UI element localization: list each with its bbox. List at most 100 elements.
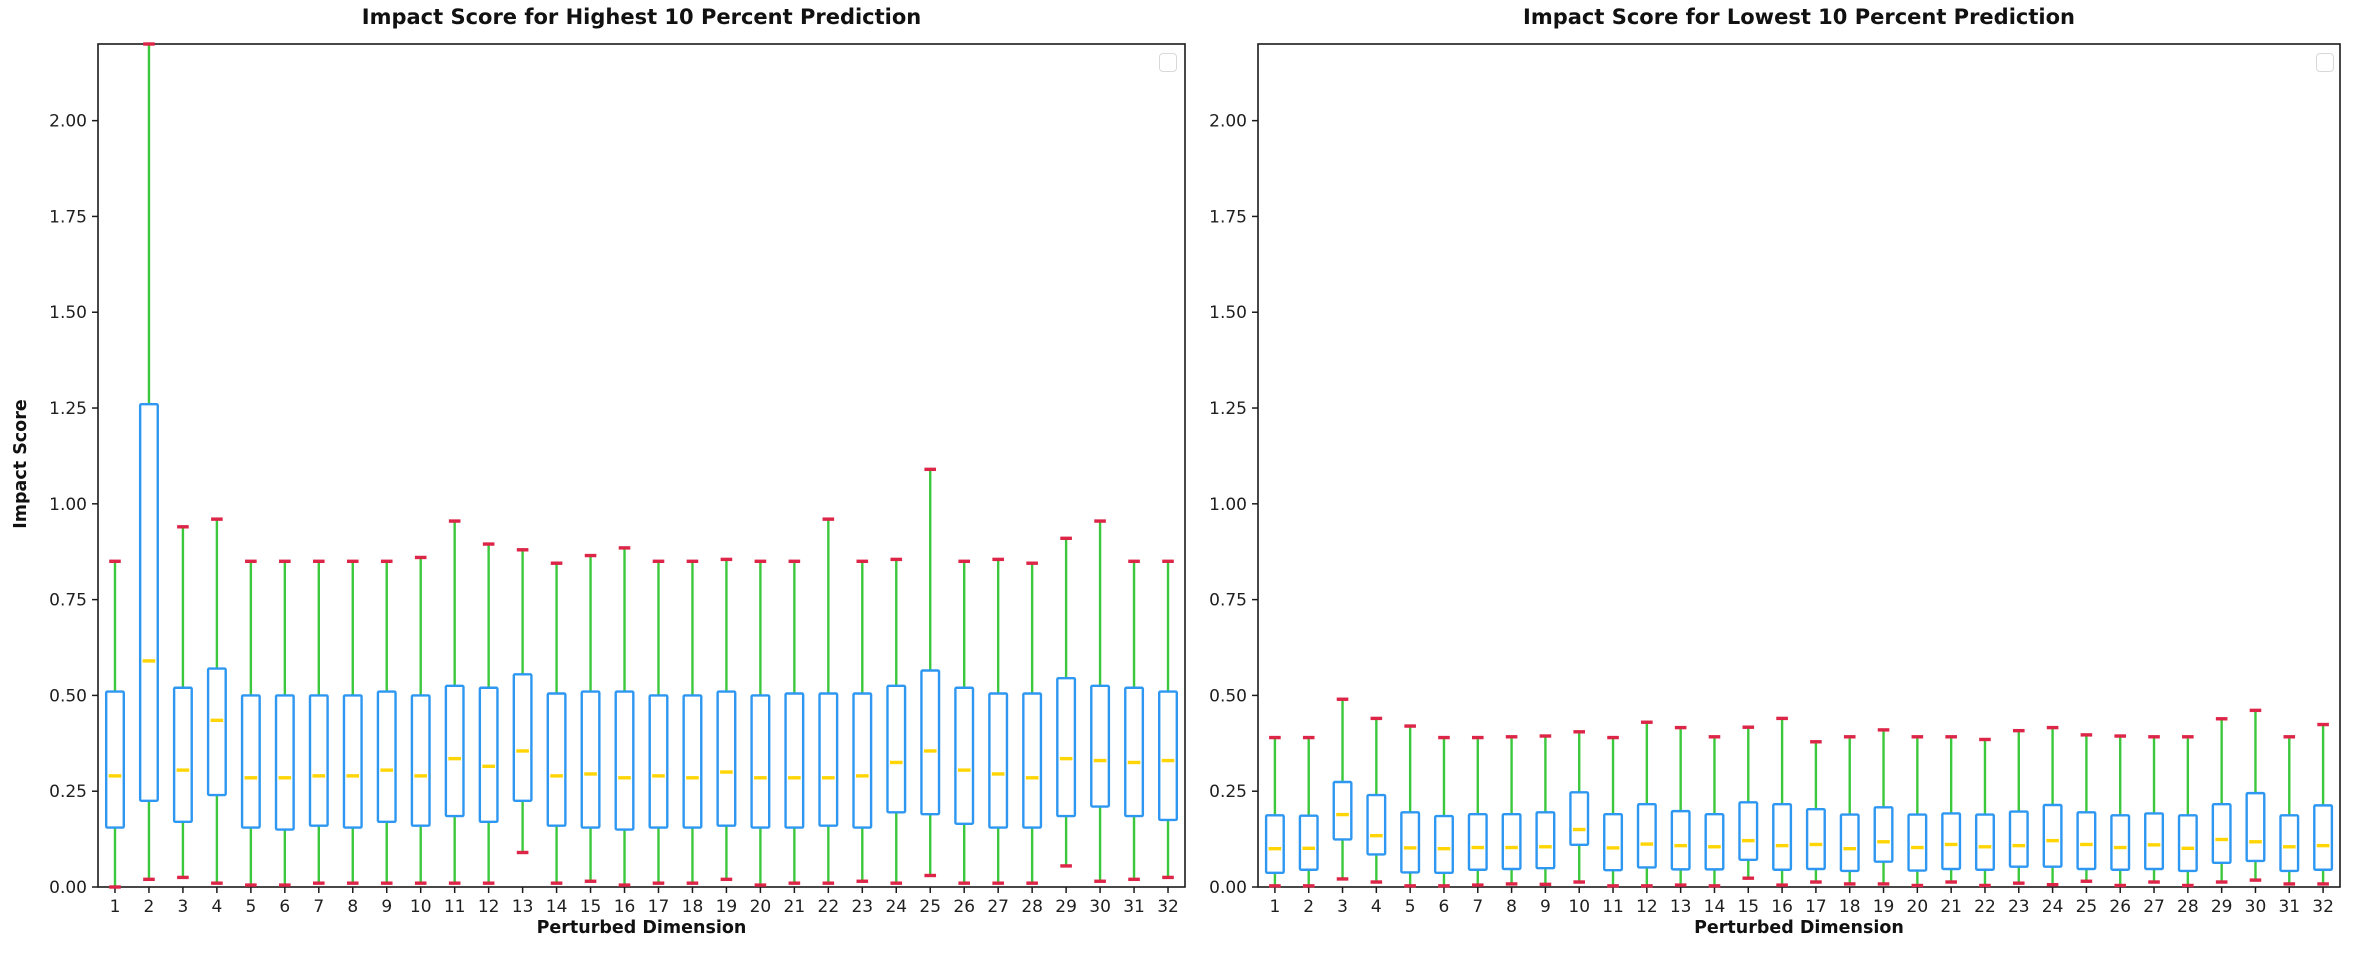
iqr-box: [342, 694, 363, 829]
x-tick-label: 16: [1771, 897, 1793, 917]
y-tick-label: 1.00: [1209, 495, 1247, 515]
y-tick-label: 2.00: [1209, 112, 1247, 132]
iqr-box: [1124, 686, 1145, 818]
y-tick-label: 1.50: [1209, 303, 1247, 323]
iqr-box: [818, 692, 839, 827]
x-tick-label: 11: [444, 897, 466, 917]
x-tick-label: 4: [211, 897, 222, 917]
x-tick-label: 7: [1472, 897, 1483, 917]
x-tick-label: 13: [1670, 897, 1692, 917]
box-dim-2: [138, 42, 159, 882]
x-tick-label: 12: [1636, 897, 1658, 917]
box-dim-12: [1636, 720, 1657, 888]
box-dim-25: [920, 467, 941, 878]
y-axis-ticks: 0.00 0.25 0.50 0.75 1.00 1.25 1.50 1.75 2.00: [1209, 112, 1258, 898]
box-dim-31: [2279, 735, 2300, 886]
x-tick-label: 15: [580, 897, 602, 917]
y-tick-label: 1.25: [1209, 399, 1247, 419]
iqr-box: [1941, 812, 1962, 871]
x-tick-label: 3: [1337, 897, 1348, 917]
iqr-box: [852, 692, 873, 829]
x-tick-label: 3: [178, 897, 189, 917]
x-tick-label: 25: [919, 897, 941, 917]
iqr-box: [546, 692, 567, 827]
box-dim-19: [1873, 728, 1894, 886]
box-dim-19: [716, 557, 737, 882]
box-dim-13: [512, 548, 533, 855]
box-dim-24: [886, 557, 907, 885]
iqr-box: [2110, 814, 2131, 871]
box-dim-13: [1670, 725, 1691, 887]
box-dim-2: [1298, 735, 1319, 888]
box-dim-12: [478, 542, 499, 885]
x-tick-label: 17: [648, 897, 670, 917]
box-dim-17: [648, 559, 669, 885]
x-tick-label: 22: [818, 897, 840, 917]
iqr-box: [1974, 813, 1995, 871]
box-dim-24: [2042, 725, 2063, 887]
box-dim-30: [1090, 519, 1111, 883]
y-tick-label: 1.50: [49, 303, 87, 323]
x-tick-label: 8: [1506, 897, 1517, 917]
y-axis-ticks: 0.00 0.25 0.50 0.75 1.00 1.25 1.50 1.75 2.00: [49, 112, 98, 898]
x-tick-label: 32: [2312, 897, 2334, 917]
box-dim-11: [1603, 735, 1624, 888]
plot-frame: [1257, 43, 2341, 888]
iqr-box: [172, 686, 193, 824]
x-tick-label: 29: [2211, 897, 2233, 917]
y-tick-label: 2.00: [49, 112, 87, 132]
x-tick-label: 19: [716, 897, 738, 917]
iqr-box: [1636, 803, 1657, 869]
box-dim-9: [1535, 734, 1556, 887]
x-tick-label: 24: [2042, 897, 2064, 917]
iqr-box: [1022, 692, 1043, 829]
x-tick-label: 19: [1873, 897, 1895, 917]
x-tick-label: 20: [1907, 897, 1929, 917]
box-dim-21: [784, 559, 805, 885]
x-tick-label: 9: [381, 897, 392, 917]
iqr-box: [1704, 812, 1725, 871]
x-tick-label: 24: [885, 897, 907, 917]
x-tick-label: 28: [1021, 897, 1043, 917]
x-tick-label: 15: [1737, 897, 1759, 917]
x-tick-label: 23: [851, 897, 873, 917]
y-tick-label: 0.00: [1209, 878, 1247, 898]
box-dim-5: [240, 559, 261, 887]
box-dim-16: [614, 546, 635, 887]
x-tick-label: 5: [1405, 897, 1416, 917]
x-tick-label: 2: [1303, 897, 1314, 917]
box-dim-6: [1433, 735, 1454, 888]
box-dim-27: [2144, 735, 2165, 884]
y-tick-label: 0.25: [1209, 782, 1247, 802]
box-dim-20: [750, 559, 771, 887]
box-dim-1: [104, 559, 125, 889]
y-tick-label: 0.75: [49, 591, 87, 611]
iqr-box: [716, 690, 737, 827]
box-dim-14: [1704, 735, 1725, 888]
right-legend-box: [2316, 53, 2334, 72]
iqr-box: [138, 402, 159, 802]
left-legend-box: [1159, 53, 1177, 72]
y-tick-label: 0.50: [1209, 686, 1247, 706]
iqr-box: [478, 686, 499, 824]
box-dim-15: [580, 553, 601, 883]
box-dim-9: [376, 559, 397, 885]
iqr-box: [376, 690, 397, 824]
box-dim-14: [546, 561, 567, 885]
x-tick-label: 32: [1157, 897, 1179, 917]
iqr-box: [886, 684, 907, 814]
iqr-box: [444, 684, 465, 818]
iqr-box: [1535, 811, 1556, 870]
y-tick-label: 0.50: [49, 686, 87, 706]
x-tick-label: 26: [2109, 897, 2131, 917]
box-dim-15: [1738, 725, 1759, 880]
iqr-box: [274, 694, 295, 831]
iqr-box: [206, 667, 227, 797]
box-dim-22: [818, 517, 839, 885]
y-tick-label: 1.75: [49, 207, 87, 227]
iqr-box: [682, 694, 703, 829]
iqr-box: [1298, 814, 1319, 871]
box-dim-1: [1264, 735, 1285, 888]
iqr-box: [240, 694, 261, 829]
